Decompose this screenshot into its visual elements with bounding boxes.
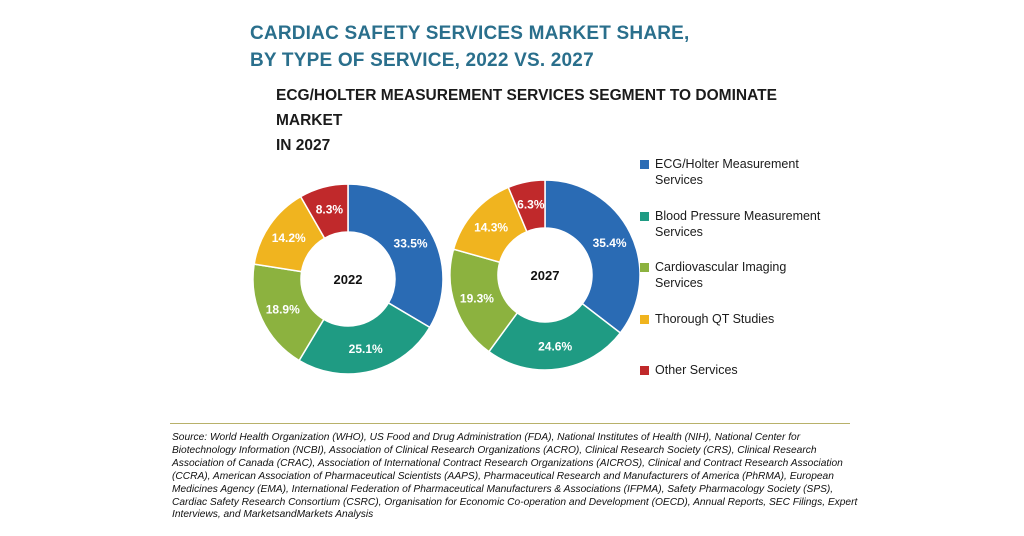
legend-label-blood-pressure-line-1: Blood Pressure Measurement xyxy=(655,209,821,223)
legend-item-cardiovascular-imaging: Cardiovascular Imaging Services xyxy=(640,259,840,291)
legend-label-cardiovascular-imaging: Cardiovascular Imaging Services xyxy=(655,259,840,291)
slice-2027-other-services xyxy=(507,179,546,233)
legend-item-other-services: Other Services xyxy=(640,362,840,378)
legend-label-ecg-holter-line-1: ECG/Holter Measurement xyxy=(655,157,799,171)
donut-hole-2022 xyxy=(302,233,394,325)
donut-center-label-2022: 2022 xyxy=(334,272,363,287)
donut-hole-2027 xyxy=(499,229,591,321)
chart-subtitle-line-1: ECG/HOLTER MEASUREMENT SERVICES SEGMENT … xyxy=(276,87,777,129)
slice-label-2022-ecg-holter-measurement-services: 33.5% xyxy=(394,236,428,250)
legend-swatch-other-services xyxy=(640,366,649,375)
legend-label-blood-pressure: Blood Pressure Measurement Services xyxy=(655,208,840,240)
legend-label-blood-pressure-line-2: Services xyxy=(655,225,703,239)
donut-chart-2027: 35.4% 24.6% 19.3% 14.3% 6.3% 2027 xyxy=(449,179,641,371)
legend-swatch-thorough-qt xyxy=(640,315,649,324)
slice-label-2027-other-services: 6.3% xyxy=(517,197,545,211)
legend-label-cardiovascular-imaging-line-2: Services xyxy=(655,276,703,290)
chart-subtitle-line-2: IN 2027 xyxy=(276,137,331,154)
source-divider xyxy=(170,423,850,424)
slice-label-2027-thorough-qt-studies: 14.3% xyxy=(474,220,508,234)
legend-label-other-services: Other Services xyxy=(655,363,738,377)
chart-subtitle: ECG/HOLTER MEASUREMENT SERVICES SEGMENT … xyxy=(276,83,836,158)
legend-item-thorough-qt: Thorough QT Studies xyxy=(640,311,840,327)
chart-title: CARDIAC SAFETY SERVICES MARKET SHARE, BY… xyxy=(250,20,690,74)
slice-2022-ecg-holter-measurement-services xyxy=(347,183,444,329)
donut-center-label-2027: 2027 xyxy=(531,268,560,283)
legend-item-blood-pressure: Blood Pressure Measurement Services xyxy=(640,208,840,240)
legend-label-ecg-holter: ECG/Holter Measurement Services xyxy=(655,156,840,188)
legend-swatch-blood-pressure xyxy=(640,212,649,221)
legend-label-thorough-qt: Thorough QT Studies xyxy=(655,312,775,326)
chart-title-line-1: CARDIAC SAFETY SERVICES MARKET SHARE, xyxy=(250,23,690,44)
slice-label-2027-cardiovascular-imaging-services: 19.3% xyxy=(460,291,494,305)
slice-2027-blood-pressure-measurement-services xyxy=(487,302,622,371)
slice-label-2022-blood-pressure-measurement-services: 25.1% xyxy=(349,342,383,356)
slice-label-2027-ecg-holter-measurement-services: 35.4% xyxy=(593,236,627,250)
legend-label-cardiovascular-imaging-line-1: Cardiovascular Imaging xyxy=(655,260,787,274)
chart-title-line-2: BY TYPE OF SERVICE, 2022 VS. 2027 xyxy=(250,50,594,71)
legend-item-ecg-holter: ECG/Holter Measurement Services xyxy=(640,156,840,188)
slice-label-2022-cardiovascular-imaging-services: 18.9% xyxy=(266,302,300,316)
slice-label-2022-thorough-qt-studies: 14.2% xyxy=(272,231,306,245)
legend-swatch-ecg-holter xyxy=(640,160,649,169)
slice-2022-other-services xyxy=(299,183,349,240)
source-note: Source: World Health Organization (WHO),… xyxy=(172,432,858,521)
legend-swatch-cardiovascular-imaging xyxy=(640,263,649,272)
legend-label-ecg-holter-line-2: Services xyxy=(655,173,703,187)
donut-chart-2022: 33.5% 25.1% 18.9% 14.2% 8.3% 2022 xyxy=(252,183,444,375)
slice-2027-cardiovascular-imaging-services xyxy=(449,248,519,353)
slice-2027-ecg-holter-measurement-services xyxy=(544,179,641,334)
slice-2022-blood-pressure-measurement-services xyxy=(298,301,431,375)
slice-label-2027-blood-pressure-measurement-services: 24.6% xyxy=(538,339,572,353)
slice-label-2022-other-services: 8.3% xyxy=(316,202,344,216)
